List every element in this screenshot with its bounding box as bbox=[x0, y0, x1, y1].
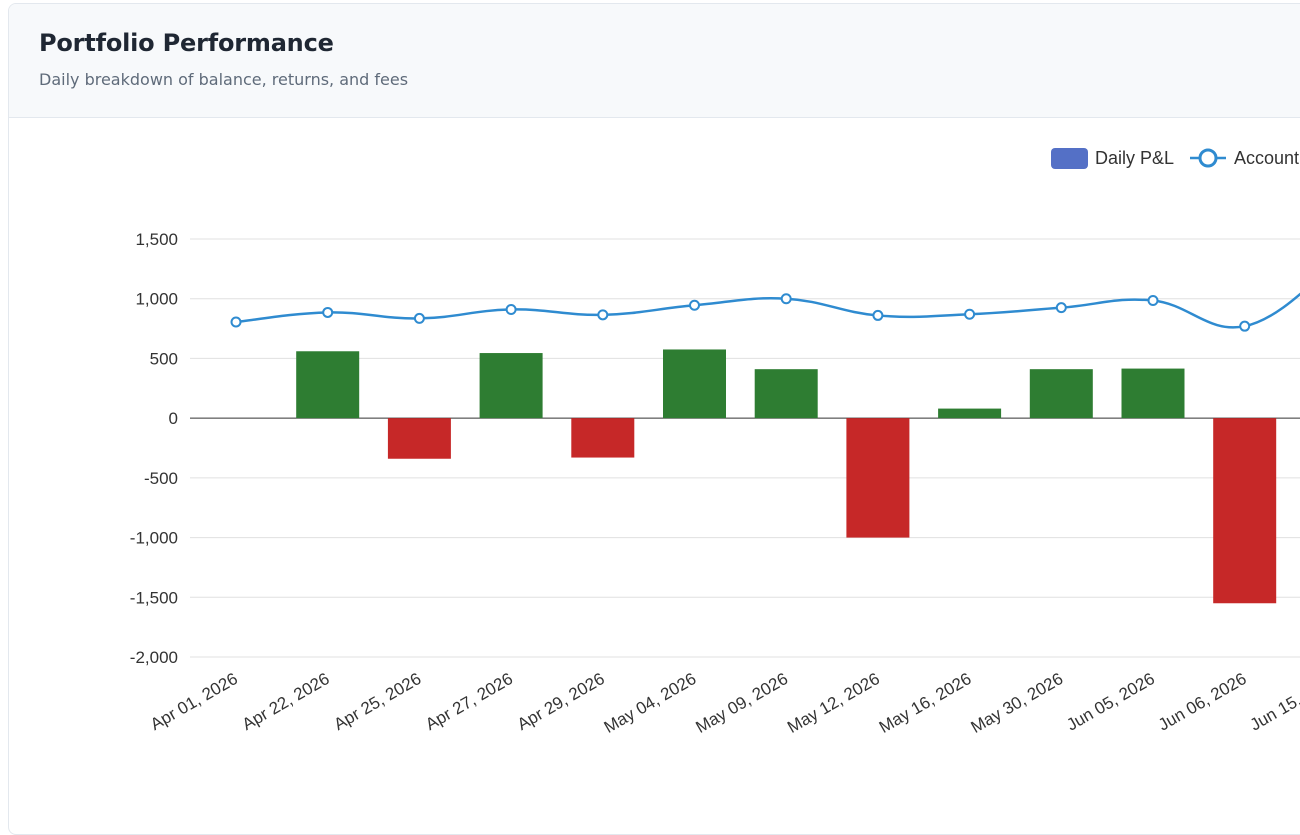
x-tick-label: Apr 27, 2026 bbox=[422, 669, 516, 734]
y-tick-label: 1,000 bbox=[135, 290, 178, 309]
x-tick-label: Jun 06, 2026 bbox=[1155, 669, 1250, 735]
legend-bar-swatch bbox=[1051, 148, 1088, 169]
y-tick-label: -500 bbox=[144, 469, 178, 488]
legend-line-marker bbox=[1198, 148, 1218, 168]
page-title: Portfolio Performance bbox=[39, 29, 334, 57]
account-point bbox=[1147, 295, 1159, 307]
account-point bbox=[505, 303, 517, 315]
pnl-bar bbox=[296, 351, 360, 419]
legend-label-daily-pnl: Daily P&L bbox=[1095, 148, 1174, 168]
pnl-bar bbox=[1029, 369, 1093, 419]
pnl-bar bbox=[846, 418, 910, 538]
performance-chart: 1,500 1,000 500 0 -500 -1,000 -1,500 -2,000 Apr … bbox=[130, 148, 1300, 737]
pnl-bar bbox=[1213, 418, 1277, 604]
page-subtitle: Daily breakdown of balance, returns, and… bbox=[39, 70, 409, 89]
pnl-bar bbox=[1121, 368, 1185, 419]
card-header: Portfolio Performance Daily breakdown of… bbox=[9, 4, 1300, 118]
account-point bbox=[872, 309, 884, 321]
x-tick-label: Jun 15, 2026 bbox=[1247, 669, 1300, 735]
x-tick-label: Apr 25, 2026 bbox=[331, 669, 425, 734]
x-tick-label: May 04, 2026 bbox=[601, 669, 700, 737]
x-tick-label: Apr 29, 2026 bbox=[514, 669, 608, 734]
x-tick-label: May 09, 2026 bbox=[692, 669, 791, 737]
x-tick-label: May 16, 2026 bbox=[876, 669, 975, 737]
y-tick-label: 1,500 bbox=[135, 230, 178, 249]
y-tick-label: -1,000 bbox=[130, 529, 178, 548]
pnl-bar bbox=[663, 349, 726, 419]
y-tick-label: -1,500 bbox=[130, 588, 178, 607]
account-point bbox=[689, 299, 700, 311]
y-tick-label: 0 bbox=[169, 409, 178, 428]
y-tick-label: 500 bbox=[150, 349, 178, 368]
x-tick-label: Apr 01, 2026 bbox=[147, 669, 241, 734]
pnl-bar bbox=[938, 408, 1002, 419]
y-tick-label: -2,000 bbox=[130, 648, 178, 667]
pnl-bar bbox=[387, 418, 451, 459]
account-point bbox=[964, 308, 976, 320]
pnl-bar bbox=[754, 369, 818, 419]
account-point bbox=[1055, 302, 1067, 314]
legend-label-account: Account bbox=[1234, 148, 1299, 168]
account-point bbox=[1239, 320, 1251, 332]
account-point bbox=[322, 306, 334, 318]
x-tick-label: May 30, 2026 bbox=[968, 669, 1067, 737]
account-point bbox=[597, 309, 609, 321]
chart-card: Portfolio Performance Daily breakdown of… bbox=[8, 3, 1300, 835]
x-tick-label: Jun 05, 2026 bbox=[1063, 669, 1158, 735]
x-tick-label: Apr 22, 2026 bbox=[239, 669, 333, 734]
pnl-bar bbox=[479, 353, 543, 419]
account-line bbox=[235, 292, 1300, 329]
x-tick-label: May 12, 2026 bbox=[784, 669, 883, 737]
account-point bbox=[413, 312, 425, 324]
pnl-bar bbox=[571, 418, 635, 458]
account-point bbox=[780, 293, 792, 305]
account-point bbox=[230, 316, 242, 328]
